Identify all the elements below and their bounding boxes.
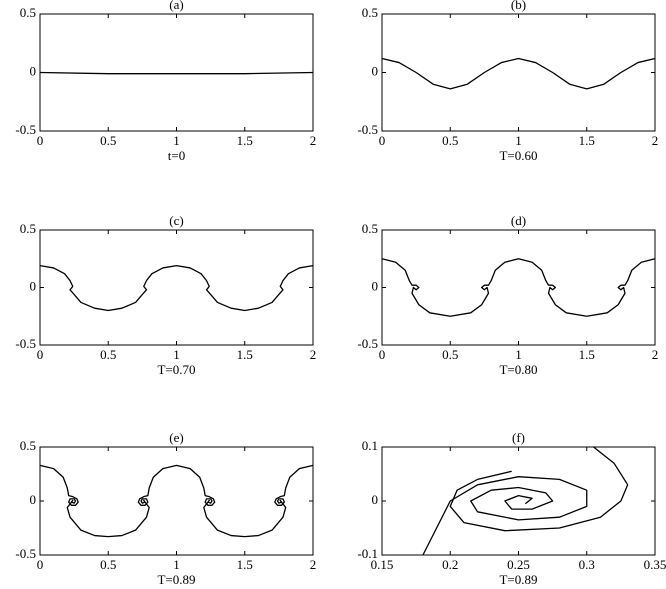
y-tick-label: -0.5 xyxy=(357,122,378,137)
x-tick-label: 1.5 xyxy=(579,347,595,362)
x-tick-label: 2 xyxy=(310,133,317,148)
y-tick-label: -0.1 xyxy=(357,546,378,561)
y-tick-label: 0 xyxy=(372,492,379,507)
x-tick-label: 1 xyxy=(515,133,522,148)
y-tick-label: -0.5 xyxy=(15,546,36,561)
x-tick-label: 2 xyxy=(310,347,317,362)
x-tick-label: 0.15 xyxy=(371,557,394,572)
x-axis-label: t=0 xyxy=(168,148,185,163)
x-axis-label: T=0.70 xyxy=(157,362,195,377)
y-tick-label: -0.5 xyxy=(15,336,36,351)
x-axis-label: T=0.89 xyxy=(157,572,195,587)
x-tick-label: 1 xyxy=(515,347,522,362)
curve xyxy=(422,476,588,556)
y-tick-label: 0.5 xyxy=(20,438,36,453)
axes-box xyxy=(39,13,314,132)
y-tick-label: 0 xyxy=(30,492,37,507)
axes-box xyxy=(381,13,656,132)
x-tick-label: 0.5 xyxy=(100,133,116,148)
y-tick-label: -0.5 xyxy=(15,122,36,137)
x-tick-label: 0 xyxy=(37,557,44,572)
x-tick-label: 0.3 xyxy=(579,557,595,572)
x-tick-label: 1 xyxy=(173,347,180,362)
x-tick-label: 0.5 xyxy=(442,133,458,148)
panel-title: (d) xyxy=(511,213,526,228)
axes-box xyxy=(39,446,314,556)
curve xyxy=(381,258,656,317)
y-tick-label: 0.5 xyxy=(20,5,36,20)
y-tick-label: -0.5 xyxy=(357,336,378,351)
panel-title: (b) xyxy=(511,0,526,12)
x-tick-label: 0.2 xyxy=(442,557,458,572)
x-tick-label: 0 xyxy=(379,133,386,148)
x-tick-label: 1.5 xyxy=(237,133,253,148)
curve xyxy=(39,71,314,75)
axes-box xyxy=(39,229,314,346)
x-tick-label: 0 xyxy=(37,133,44,148)
y-tick-label: 0 xyxy=(372,63,379,78)
x-tick-label: 0 xyxy=(379,347,386,362)
y-tick-label: 0.5 xyxy=(20,221,36,236)
x-tick-label: 0.25 xyxy=(507,557,530,572)
axes-box xyxy=(381,229,656,346)
y-tick-label: 0.5 xyxy=(362,221,378,236)
x-tick-label: 1.5 xyxy=(237,557,253,572)
x-tick-label: 0 xyxy=(37,347,44,362)
x-tick-label: 1 xyxy=(173,557,180,572)
curve xyxy=(449,446,629,532)
x-tick-label: 2 xyxy=(310,557,317,572)
curve xyxy=(39,464,314,538)
panel-title: (a) xyxy=(169,0,183,12)
x-axis-label: T=0.60 xyxy=(499,148,537,163)
y-tick-label: 0 xyxy=(372,278,379,293)
x-tick-label: 1 xyxy=(173,133,180,148)
curve xyxy=(39,265,314,312)
y-tick-label: 0 xyxy=(30,278,37,293)
x-tick-label: 2 xyxy=(652,347,659,362)
x-tick-label: 0.5 xyxy=(100,557,116,572)
x-axis-label: T=0.89 xyxy=(499,572,537,587)
x-axis-label: T=0.80 xyxy=(499,362,537,377)
y-tick-label: 0.5 xyxy=(362,5,378,20)
x-tick-label: 2 xyxy=(652,133,659,148)
x-tick-label: 0.35 xyxy=(644,557,666,572)
y-tick-label: 0.1 xyxy=(362,438,378,453)
x-tick-label: 0.5 xyxy=(442,347,458,362)
panel-title: (f) xyxy=(512,430,525,445)
x-tick-label: 1.5 xyxy=(579,133,595,148)
curve xyxy=(381,57,656,90)
x-tick-label: 1.5 xyxy=(237,347,253,362)
panel-title: (e) xyxy=(169,430,183,445)
y-tick-label: 0 xyxy=(30,63,37,78)
x-tick-label: 0.5 xyxy=(100,347,116,362)
panel-title: (c) xyxy=(169,213,183,228)
